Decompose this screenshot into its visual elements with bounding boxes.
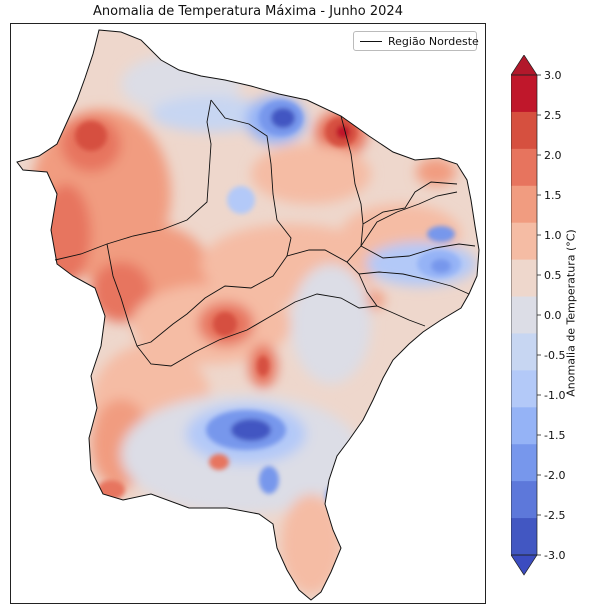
colorbar-cell: [511, 148, 537, 187]
colorbar-cell: [511, 444, 537, 482]
map-legend: Região Nordeste: [353, 31, 479, 51]
colorbar-cells: [511, 75, 537, 556]
map-title: Anomalia de Temperatura Máxima - Junho 2…: [93, 4, 403, 19]
colorbar-tick-label: -1.5: [544, 429, 565, 442]
region-outline: [16, 29, 480, 601]
colorbar: 3.0 2.5 2.0 1.5 1.0 0.5 0.0 -0.5 -1.0 -1.5 -2.0 -2.…: [511, 55, 565, 576]
colorbar-tick-label: -1.0: [544, 389, 565, 402]
colorbar-tick-label: -2.0: [544, 469, 565, 482]
map-panel: Região Nordeste: [10, 23, 486, 604]
colorbar-tick-label: -3.0: [544, 549, 565, 562]
colorbar-cell: [511, 481, 537, 519]
colorbar-cell: [511, 370, 537, 408]
colorbar-cell: [511, 222, 537, 261]
colorbar-under-triangle: [511, 554, 538, 576]
colorbar-tick-label: 0.0: [544, 309, 562, 322]
colorbar-cell: [511, 518, 537, 556]
colorbar-cell: [511, 407, 537, 445]
colorbar-cell: [511, 185, 537, 224]
state-borders: [54, 99, 476, 367]
colorbar-tick-label: 1.0: [544, 229, 562, 242]
colorbar-cell: [511, 296, 537, 334]
colorbar-cell: [511, 75, 537, 113]
legend-label: Região Nordeste: [388, 35, 479, 48]
colorbar-tick-label: -2.5: [544, 509, 565, 522]
colorbar-over-triangle: [511, 55, 538, 76]
anomaly-map: [16, 29, 480, 601]
colorbar-tick-label: 1.5: [544, 189, 562, 202]
colorbar-tick-label: 3.0: [544, 69, 562, 82]
colorbar-cell: [511, 333, 537, 371]
anomaly-field: [17, 30, 479, 600]
colorbar-cell: [511, 259, 537, 298]
colorbar-tick-label: 2.0: [544, 149, 562, 162]
colorbar-cell: [511, 111, 537, 150]
legend-line-swatch: [360, 41, 382, 42]
colorbar-tick-label: 0.5: [544, 269, 562, 282]
colorbar-label: Anomalia de Temperatura (°C): [564, 229, 578, 397]
colorbar-tick-label: -0.5: [544, 349, 565, 362]
colorbar-tick-label: 2.5: [544, 109, 562, 122]
colorbar-ticks: 3.0 2.5 2.0 1.5 1.0 0.5 0.0 -0.5 -1.0 -1.5 -2.0 -2.…: [537, 69, 565, 562]
